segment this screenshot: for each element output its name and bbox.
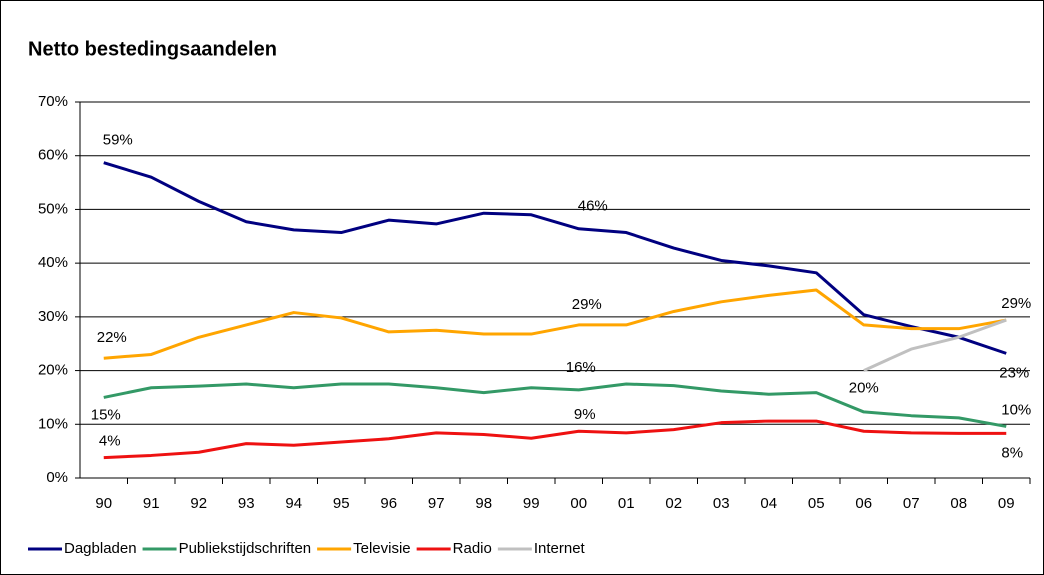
series-line bbox=[863, 318, 1007, 372]
y-tick-label: 10% bbox=[38, 415, 68, 432]
x-tick-label: 96 bbox=[380, 495, 397, 512]
x-tick-label: 00 bbox=[570, 495, 587, 512]
x-tick-label: 95 bbox=[333, 495, 350, 512]
y-tick-label: 50% bbox=[38, 200, 68, 217]
y-tick-label: 60% bbox=[38, 147, 68, 164]
x-tick-label: 97 bbox=[428, 495, 445, 512]
legend-label: Televisie bbox=[353, 540, 411, 557]
x-tick-label: 03 bbox=[713, 495, 730, 512]
data-label: 8% bbox=[1001, 444, 1023, 461]
x-tick-label: 08 bbox=[950, 495, 967, 512]
series-line bbox=[103, 161, 1007, 355]
x-tick-label: 94 bbox=[285, 495, 302, 512]
x-tick-label: 91 bbox=[143, 495, 160, 512]
x-tick-label: 05 bbox=[808, 495, 825, 512]
data-label: 20% bbox=[849, 380, 879, 397]
series-line bbox=[103, 288, 1007, 360]
y-tick-label: 40% bbox=[38, 254, 68, 271]
data-label: 22% bbox=[97, 329, 127, 346]
x-tick-label: 07 bbox=[903, 495, 920, 512]
legend-label: Internet bbox=[534, 540, 586, 557]
chart-title: Netto bestedingsaandelen bbox=[28, 38, 277, 60]
y-tick-label: 20% bbox=[38, 362, 68, 379]
x-tick-label: 01 bbox=[618, 495, 635, 512]
x-tick-label: 06 bbox=[855, 495, 872, 512]
x-tick-label: 04 bbox=[760, 495, 777, 512]
data-label: 4% bbox=[99, 433, 121, 450]
data-label: 23% bbox=[999, 364, 1029, 381]
data-label: 29% bbox=[572, 296, 602, 313]
x-tick-label: 92 bbox=[190, 495, 207, 512]
x-tick-label: 93 bbox=[238, 495, 255, 512]
data-label: 15% bbox=[91, 406, 121, 423]
x-tick-label: 90 bbox=[95, 495, 112, 512]
x-tick-label: 99 bbox=[523, 495, 540, 512]
legend-label: Dagbladen bbox=[64, 540, 137, 557]
data-label: 46% bbox=[578, 198, 608, 215]
x-tick-label: 09 bbox=[998, 495, 1015, 512]
data-label: 59% bbox=[103, 132, 133, 149]
data-label: 10% bbox=[1001, 401, 1031, 418]
y-tick-label: 30% bbox=[38, 308, 68, 325]
x-tick-label: 02 bbox=[665, 495, 682, 512]
legend-label: Radio bbox=[453, 540, 492, 557]
series-line bbox=[103, 382, 1007, 428]
data-label: 29% bbox=[1001, 295, 1031, 312]
data-label: 16% bbox=[566, 359, 596, 376]
data-label: 9% bbox=[574, 406, 596, 423]
x-tick-label: 98 bbox=[475, 495, 492, 512]
y-tick-label: 70% bbox=[38, 93, 68, 110]
legend-label: Publiekstijdschriften bbox=[179, 540, 312, 557]
series-line bbox=[103, 419, 1007, 460]
y-tick-label: 0% bbox=[46, 469, 68, 486]
